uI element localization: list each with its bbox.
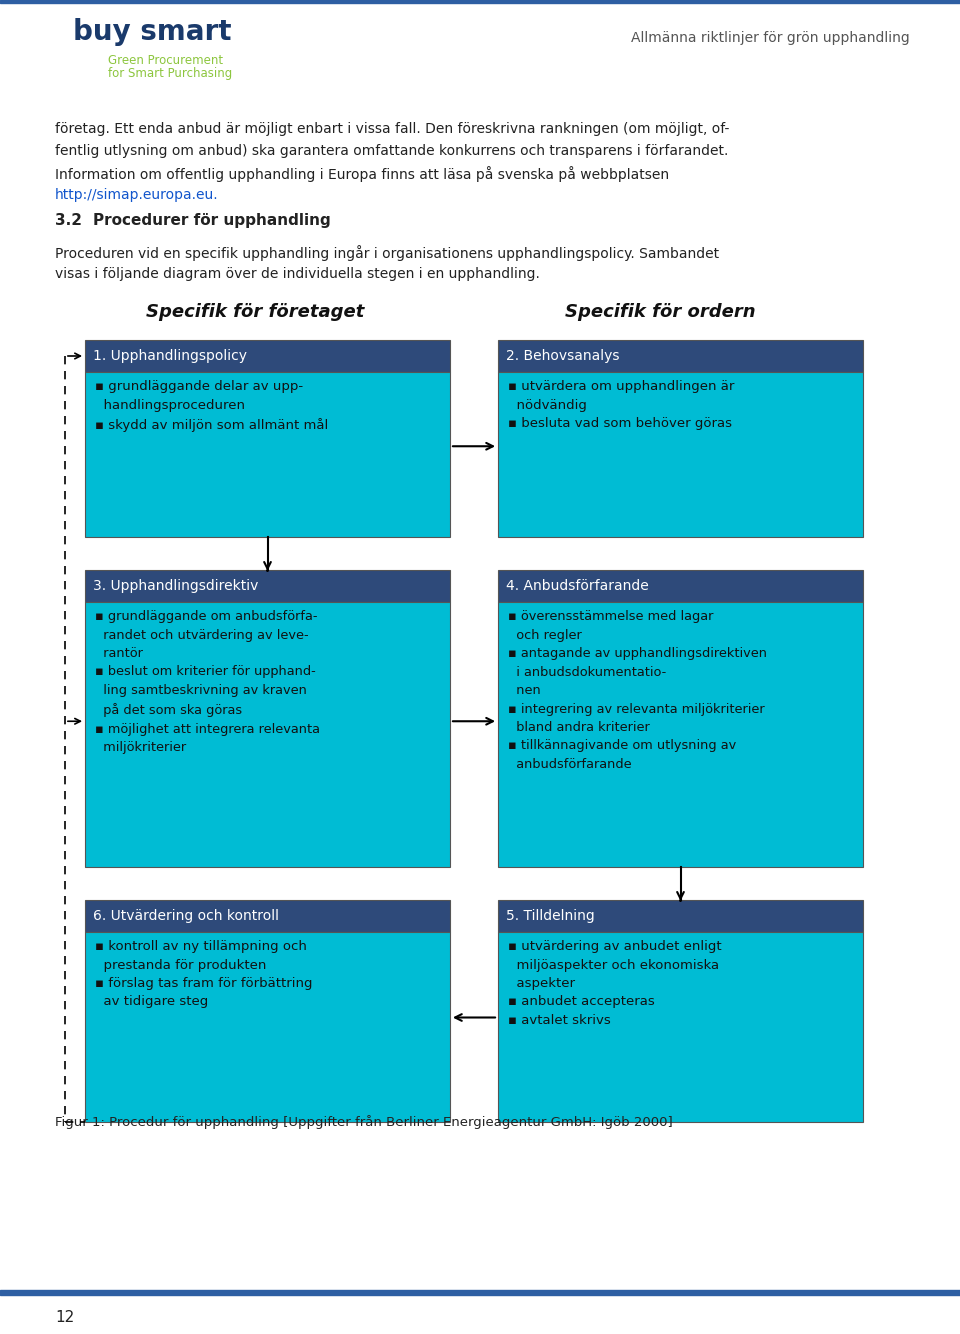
Bar [85, 340, 450, 372]
Bar [0, 0, 960, 3]
Text: visas i följande diagram över de individuella stegen i en upphandling.: visas i följande diagram över de individ… [55, 267, 540, 281]
Text: 2. Behovsanalys: 2. Behovsanalys [506, 350, 619, 363]
Bar [498, 570, 863, 602]
Text: Information om offentlig upphandling i Europa finns att läsa på svenska på webbp: Information om offentlig upphandling i E… [55, 165, 669, 181]
Text: fentlig utlysning om anbud) ska garantera omfattande konkurrens och transparens : fentlig utlysning om anbud) ska garanter… [55, 144, 729, 157]
Bar [0, 1290, 960, 1295]
Text: ▪ kontroll av ny tillämpning och
  prestanda för produkten
▪ förslag tas fram fö: ▪ kontroll av ny tillämpning och prestan… [95, 940, 313, 1009]
Bar [498, 602, 863, 867]
Text: Allmänna riktlinjer för grön upphandling: Allmänna riktlinjer för grön upphandling [632, 31, 910, 45]
Bar [85, 602, 450, 867]
Bar [498, 932, 863, 1122]
Text: http://simap.europa.eu.: http://simap.europa.eu. [55, 188, 219, 201]
Text: Specifik för ordern: Specifik för ordern [564, 303, 756, 321]
Bar [498, 340, 863, 372]
Text: ▪ grundläggande om anbudsförfa-
  randet och utvärdering av leve-
  rantör
▪ bes: ▪ grundläggande om anbudsförfa- randet o… [95, 610, 320, 754]
Text: 1. Upphandlingspolicy: 1. Upphandlingspolicy [93, 350, 247, 363]
Text: Specifik för företaget: Specifik för företaget [146, 303, 364, 321]
Bar [498, 372, 863, 538]
Text: 12: 12 [55, 1310, 74, 1325]
Text: 3.2: 3.2 [55, 213, 82, 228]
Text: Procedurer för upphandling: Procedurer för upphandling [93, 213, 331, 228]
Text: Proceduren vid en specifik upphandling ingår i organisationens upphandlingspolic: Proceduren vid en specifik upphandling i… [55, 245, 719, 261]
Text: buy smart: buy smart [73, 17, 231, 45]
Text: ▪ utvärdera om upphandlingen är
  nödvändig
▪ besluta vad som behöver göras: ▪ utvärdera om upphandlingen är nödvändi… [508, 380, 734, 430]
Bar [498, 900, 863, 932]
Bar [85, 372, 450, 538]
Text: 4. Anbudsförfarande: 4. Anbudsförfarande [506, 579, 649, 594]
Text: ▪ utvärdering av anbudet enligt
  miljöaspekter och ekonomiska
  aspekter
▪ anbu: ▪ utvärdering av anbudet enligt miljöasp… [508, 940, 722, 1027]
Text: Green Procurement: Green Procurement [108, 53, 223, 67]
Text: 3. Upphandlingsdirektiv: 3. Upphandlingsdirektiv [93, 579, 258, 594]
Bar [85, 570, 450, 602]
Text: Figur 1: Procedur för upphandling [Uppgifter från Berliner Energieagentur GmbH: : Figur 1: Procedur för upphandling [Uppgi… [55, 1115, 673, 1129]
Text: företag. Ett enda anbud är möjligt enbart i vissa fall. Den föreskrivna rankning: företag. Ett enda anbud är möjligt enbar… [55, 121, 730, 136]
Text: 6. Utvärdering och kontroll: 6. Utvärdering och kontroll [93, 908, 279, 923]
Bar [85, 932, 450, 1122]
Bar [85, 900, 450, 932]
Text: ▪ grundläggande delar av upp-
  handlingsproceduren
▪ skydd av miljön som allmän: ▪ grundläggande delar av upp- handlingsp… [95, 380, 328, 431]
Text: ▪ överensstämmelse med lagar
  och regler
▪ antagande av upphandlingsdirektiven
: ▪ överensstämmelse med lagar och regler … [508, 610, 767, 771]
Text: for Smart Purchasing: for Smart Purchasing [108, 68, 232, 80]
Text: 5. Tilldelning: 5. Tilldelning [506, 908, 595, 923]
